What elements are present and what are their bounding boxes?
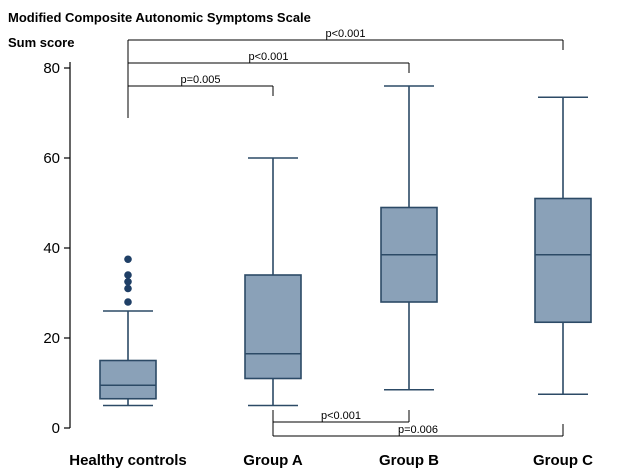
y-axis-label: Sum score [8,35,74,50]
box-healthy-controls [99,359,157,400]
p-value-label: p<0.001 [321,410,361,422]
p-value-label: p<0.001 [325,28,365,40]
p-value-label: p=0.006 [398,424,438,436]
y-tick-label-20: 20 [43,330,60,347]
outlier-point [124,255,132,264]
y-tick-label-40: 40 [43,240,60,257]
chart-title: Modified Composite Autonomic Symptoms Sc… [8,10,311,25]
outlier-point [124,277,132,286]
p-value-label: p=0.005 [180,74,220,86]
y-tick-label-80: 80 [43,60,60,77]
x-category-label: Healthy controls [69,452,187,469]
y-tick-label-0: 0 [52,420,60,437]
box-group-a [244,274,302,380]
plot-area: 0 20 40 60 80 Healthy controls Group A Group B G… [43,28,593,469]
x-category-label: Group B [379,452,439,469]
outlier-point [124,271,132,279]
outlier-point [124,298,132,306]
x-category-label: Group C [533,452,593,469]
p-value-label: p<0.001 [248,51,288,63]
y-tick-label-60: 60 [43,150,60,167]
box-group-c [534,197,592,324]
outlier-point [124,284,132,293]
x-category-label: Group A [243,452,303,469]
